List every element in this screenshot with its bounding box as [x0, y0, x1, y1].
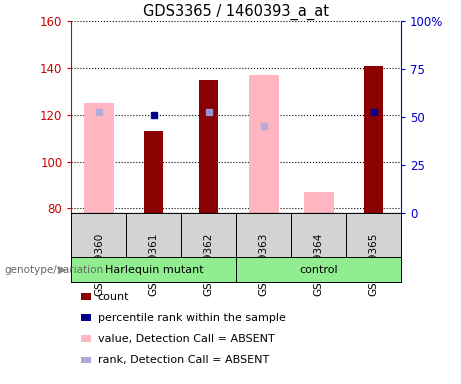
- Text: GSM149361: GSM149361: [149, 233, 159, 296]
- Bar: [248, 75, 279, 213]
- Text: genotype/variation: genotype/variation: [5, 265, 104, 275]
- Text: GSM149362: GSM149362: [204, 233, 214, 296]
- Text: count: count: [98, 291, 129, 302]
- Text: rank, Detection Call = ABSENT: rank, Detection Call = ABSENT: [98, 355, 269, 365]
- Bar: [84, 103, 114, 213]
- Bar: [364, 66, 383, 213]
- Text: value, Detection Call = ABSENT: value, Detection Call = ABSENT: [98, 334, 274, 344]
- Title: GDS3365 / 1460393_a_at: GDS3365 / 1460393_a_at: [143, 3, 329, 20]
- Text: percentile rank within the sample: percentile rank within the sample: [98, 313, 285, 323]
- Text: GSM149363: GSM149363: [259, 233, 269, 296]
- Text: GSM149364: GSM149364: [313, 233, 324, 296]
- Bar: [199, 79, 219, 213]
- Text: GSM149365: GSM149365: [369, 233, 378, 296]
- Text: control: control: [299, 265, 338, 275]
- Text: GSM149360: GSM149360: [94, 233, 104, 296]
- Bar: [144, 131, 164, 213]
- Text: Harlequin mutant: Harlequin mutant: [105, 265, 203, 275]
- Bar: [303, 192, 334, 213]
- Text: ▶: ▶: [58, 265, 66, 275]
